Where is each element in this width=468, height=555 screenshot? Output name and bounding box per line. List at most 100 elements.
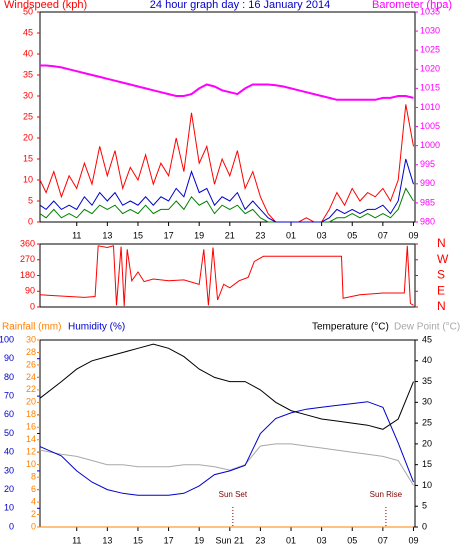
y-tick-label: 18 [26, 409, 36, 419]
y2-tick-label: S [437, 268, 445, 282]
y-tick-label: 28 [26, 347, 36, 357]
y-tick-label: 12 [26, 447, 36, 457]
y-tick-label: 5 [28, 195, 33, 205]
series-line [39, 104, 414, 223]
y2-tick-label: 0 [422, 521, 427, 531]
y-tick-label: 2 [31, 509, 36, 519]
y-tick-label: 30 [26, 334, 36, 344]
x-tick-label: 05 [347, 230, 357, 240]
y-tick-label: 8 [31, 472, 36, 482]
y2-tick-label: 1015 [420, 83, 440, 93]
y-tick-label: 360 [20, 238, 35, 248]
y-tick-label: 4 [31, 496, 36, 506]
x-tick-label: 13 [102, 230, 112, 240]
y-tick-label: 24 [26, 372, 36, 382]
y-tick-label: 100 [0, 334, 14, 344]
x-tick-label: 09 [408, 230, 418, 240]
annotation: Sun Set [219, 490, 248, 499]
x-tick-label: 01 [286, 230, 296, 240]
y-tick-label: 40 [4, 447, 14, 457]
y2-tick-label: N [437, 299, 446, 313]
x-tick-label: 07 [378, 535, 388, 545]
y-tick-label: 270 [20, 254, 35, 264]
y2-tick-label: 45 [422, 334, 432, 344]
y-tick-label: 0 [31, 521, 36, 531]
x-tick-label: 15 [133, 230, 143, 240]
y-tick-label: 50 [4, 428, 14, 438]
series-line [39, 187, 414, 223]
x-tick-label: 11 [72, 230, 81, 240]
y2-tick-label: 5 [422, 501, 427, 511]
y2-tick-label: 995 [420, 159, 435, 169]
y2-tick-label: 1025 [420, 45, 440, 55]
x-tick-label: 05 [347, 535, 357, 545]
dewpoint-label: Dew Point (°C) [394, 322, 460, 333]
y-tick-label: 60 [4, 409, 14, 419]
y-tick-label: 20 [4, 484, 14, 494]
plot-frame [39, 11, 416, 223]
y2-tick-label: 35 [422, 376, 432, 386]
series-line [40, 64, 414, 101]
y-tick-label: 25 [23, 111, 33, 121]
y-tick-label: 10 [26, 459, 36, 469]
y-tick-label: 0 [9, 521, 14, 531]
x-tick-label: Sun 21 [216, 535, 245, 545]
title: 24 hour graph day : 16 January 2014 [150, 0, 330, 11]
y-tick-label: 80 [4, 372, 14, 382]
y-tick-label: 50 [23, 6, 33, 16]
x-tick-label: 17 [164, 535, 174, 545]
y2-tick-label: 20 [422, 438, 432, 448]
y-tick-label: 90 [4, 353, 14, 363]
x-tick-label: 17 [164, 230, 174, 240]
y-tick-label: 10 [23, 174, 33, 184]
y-tick-label: 20 [26, 397, 36, 407]
x-tick-label: 09 [408, 535, 418, 545]
series-line [39, 343, 414, 430]
y-tick-label: 30 [23, 90, 33, 100]
temperature-label: Temperature (°C) [312, 322, 389, 333]
y-tick-label: 0 [30, 301, 35, 311]
x-tick-label: 07 [378, 230, 388, 240]
series-line [39, 401, 414, 496]
y2-tick-label: 1030 [420, 25, 440, 35]
y-tick-label: 6 [31, 484, 36, 494]
x-tick-label: 03 [317, 230, 327, 240]
x-tick-label: 21 [225, 230, 235, 240]
y2-tick-label: 990 [420, 178, 435, 188]
y-tick-label: 0 [28, 216, 33, 226]
x-tick-label: 13 [102, 535, 112, 545]
x-tick-label: 19 [194, 535, 204, 545]
y-tick-label: 22 [26, 384, 36, 394]
y2-tick-label: 1005 [420, 121, 440, 131]
annotation: Sun Rise [370, 490, 403, 499]
series-line [39, 245, 414, 307]
y-tick-label: 90 [25, 286, 35, 296]
y-tick-label: 20 [23, 132, 33, 142]
y-tick-label: 45 [23, 27, 33, 37]
y2-tick-label: 40 [422, 355, 432, 365]
y-tick-label: 70 [4, 390, 14, 400]
y2-tick-label: 1010 [420, 102, 440, 112]
series-line [39, 443, 414, 486]
y2-tick-label: 10 [422, 480, 432, 490]
y2-tick-label: 985 [420, 197, 435, 207]
x-tick-label: 01 [286, 535, 296, 545]
y-tick-label: 16 [26, 422, 36, 432]
y2-tick-label: N [437, 236, 446, 250]
x-tick-label: 11 [72, 535, 81, 545]
x-tick-label: 19 [194, 230, 204, 240]
series-line [39, 158, 414, 223]
y-tick-label: 15 [23, 153, 33, 163]
humidity-label: Humidity (%) [68, 322, 125, 333]
x-tick-label: 23 [255, 535, 265, 545]
x-tick-label: 23 [255, 230, 265, 240]
y-tick-label: 14 [26, 434, 36, 444]
y2-tick-label: E [437, 283, 445, 297]
x-tick-label: 15 [133, 535, 143, 545]
y2-tick-label: 25 [422, 417, 432, 427]
y2-tick-label: 1035 [420, 6, 440, 16]
y2-tick-label: 980 [420, 216, 435, 226]
y2-tick-label: 1020 [420, 64, 440, 74]
y2-tick-label: 15 [422, 459, 432, 469]
